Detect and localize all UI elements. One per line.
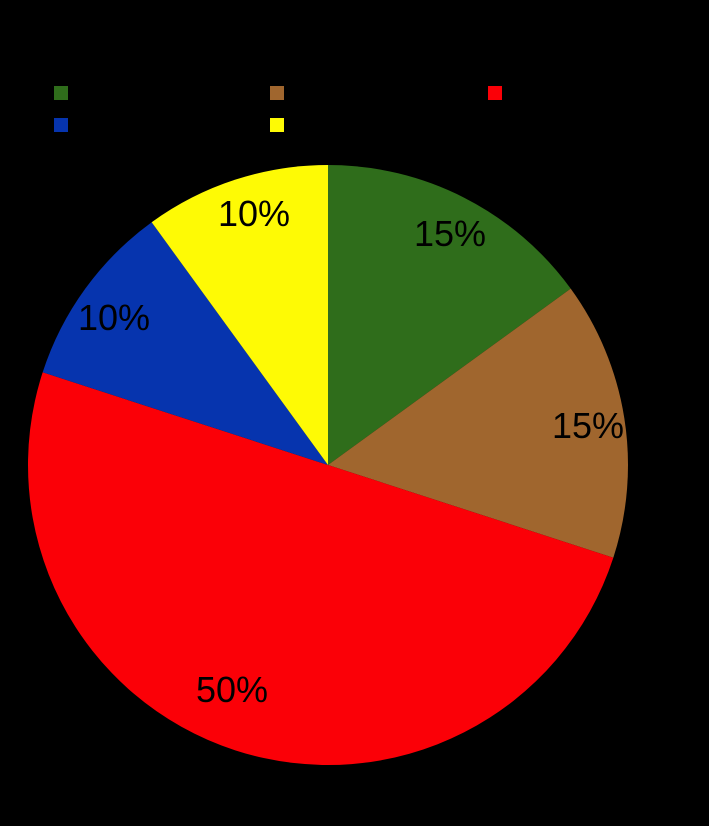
- chart-container: Pie Chart Green Brown Red Blue Yellow 15% 15% 50…: [0, 0, 709, 826]
- legend-label: Yellow: [296, 110, 359, 135]
- slice-label: 10%: [218, 193, 290, 234]
- slice-label: 15%: [552, 405, 624, 446]
- slice-label: 15%: [414, 213, 486, 254]
- legend-swatch: [54, 118, 68, 132]
- pie-chart: Pie Chart Green Brown Red Blue Yellow 15% 15% 50…: [0, 0, 709, 826]
- chart-title: Pie Chart: [300, 13, 423, 44]
- legend-label: Green: [80, 78, 141, 103]
- legend-swatch: [270, 118, 284, 132]
- legend-swatch: [270, 86, 284, 100]
- slice-label: 10%: [78, 297, 150, 338]
- legend-label: Brown: [296, 78, 358, 103]
- legend-swatch: [54, 86, 68, 100]
- legend-label: Red: [514, 78, 554, 103]
- legend-swatch: [488, 86, 502, 100]
- slice-label: 50%: [196, 669, 268, 710]
- legend-label: Blue: [80, 110, 124, 135]
